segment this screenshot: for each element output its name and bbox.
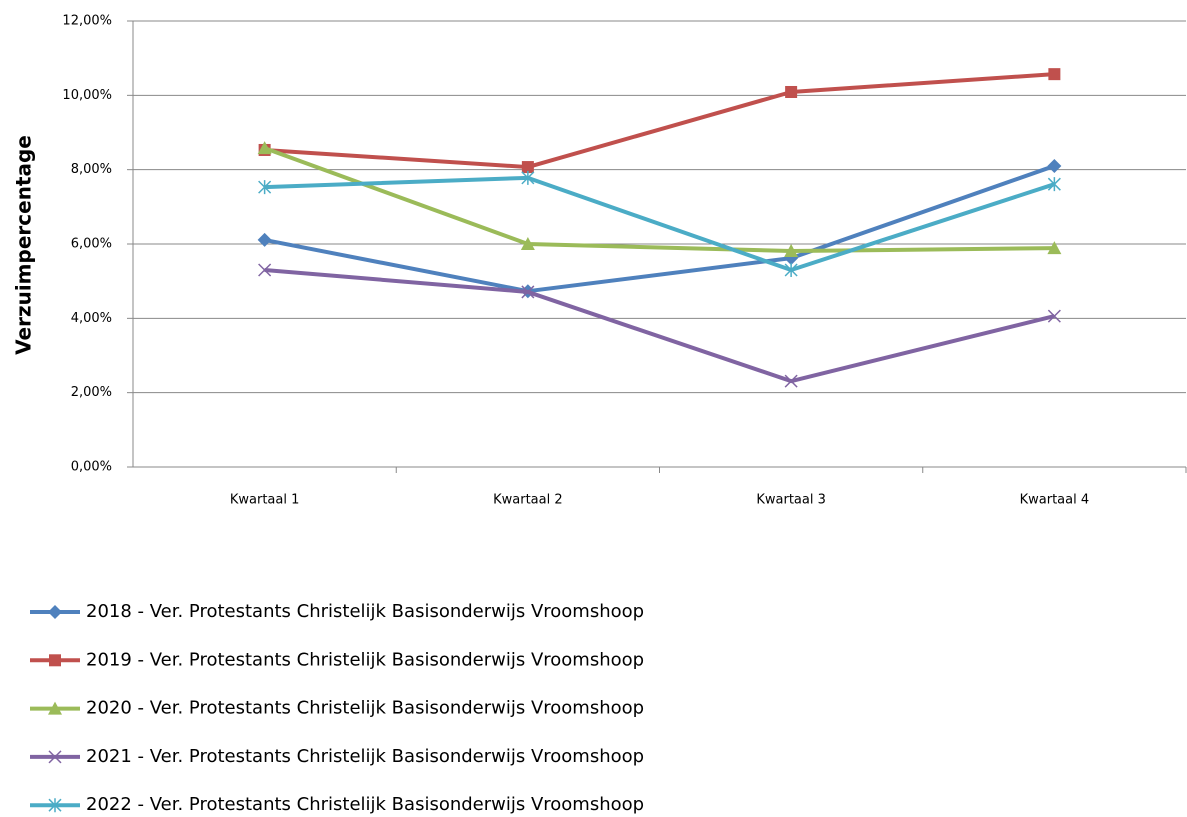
series-line (264, 268, 1055, 384)
marker (784, 374, 798, 388)
marker (784, 263, 798, 278)
y-tick-label: 10,00% (62, 88, 112, 103)
series-line (264, 72, 1055, 170)
x-tick-label: Kwartaal 1 (230, 493, 300, 508)
y-tick-label: 4,00% (71, 311, 112, 326)
marker (785, 85, 798, 98)
y-axis-label: Verzuimpercentage (12, 135, 36, 355)
marker (257, 232, 272, 247)
y-tick-label: 0,00% (71, 460, 112, 475)
legend-label: 2021 - Ver. Protestants Christelijk Basi… (86, 746, 644, 767)
y-tick-label: 6,00% (71, 237, 112, 252)
marker (521, 170, 535, 185)
x-tick-label: Kwartaal 4 (1020, 493, 1090, 508)
marker (258, 180, 272, 195)
legend-marker (48, 750, 62, 764)
legend-marker (48, 798, 62, 813)
y-tick-label: 12,00% (62, 14, 112, 29)
marker (1047, 241, 1062, 255)
marker (257, 141, 272, 155)
legend-label: 2020 - Ver. Protestants Christelijk Basi… (86, 698, 644, 719)
marker (1047, 309, 1061, 323)
series-line (264, 164, 1056, 294)
legend-marker (48, 605, 62, 619)
legend-label: 2019 - Ver. Protestants Christelijk Basi… (86, 649, 644, 670)
marker (784, 244, 799, 258)
legend-marker (49, 654, 61, 667)
marker (521, 285, 535, 299)
x-tick-label: Kwartaal 2 (493, 493, 563, 508)
marker (1047, 158, 1062, 173)
marker (520, 237, 535, 250)
marker (258, 263, 272, 277)
legend-marker (48, 701, 62, 715)
legend-label: 2018 - Ver. Protestants Christelijk Basi… (86, 601, 644, 622)
x-tick-label: Kwartaal 3 (756, 493, 826, 508)
y-tick-label: 8,00% (71, 162, 112, 177)
series-line (263, 146, 1055, 254)
marker (1048, 68, 1061, 81)
series-line (264, 175, 1056, 273)
y-tick-label: 2,00% (71, 385, 112, 400)
marker (1047, 177, 1061, 192)
marker (521, 161, 534, 174)
legend-label: 2022 - Ver. Protestants Christelijk Basi… (86, 794, 644, 815)
